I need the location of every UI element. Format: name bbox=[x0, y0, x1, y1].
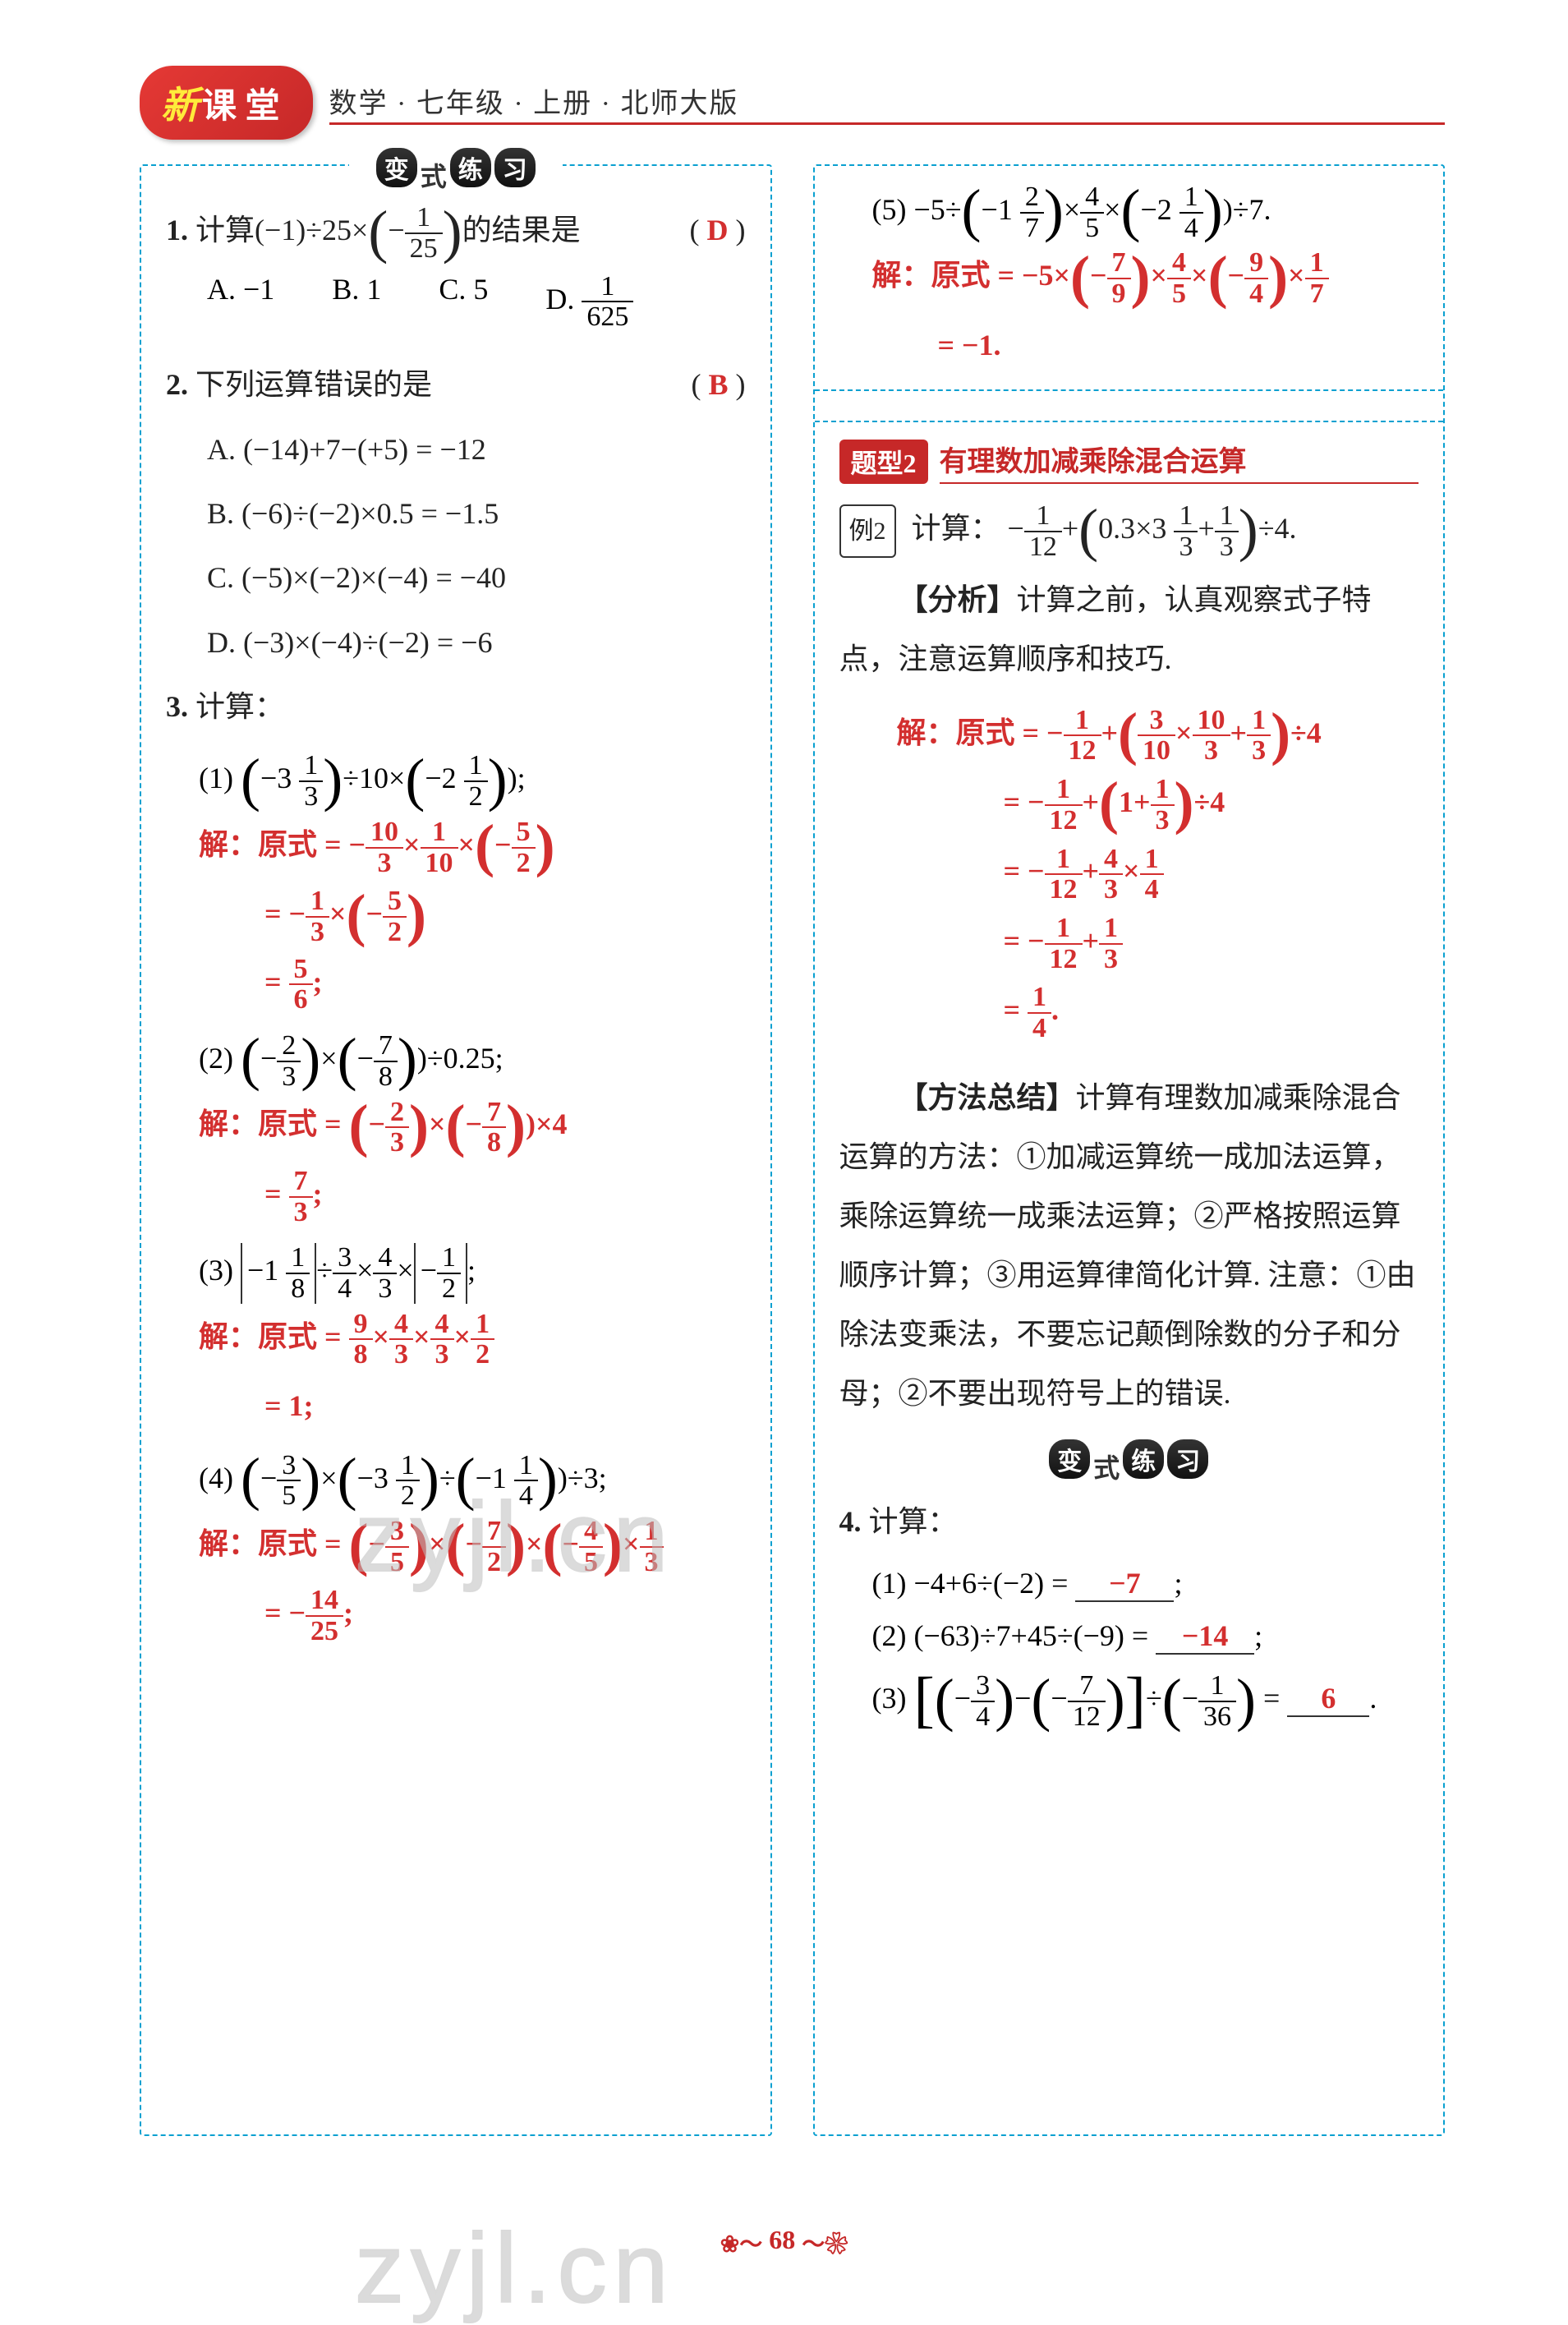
q3-p4-solution: 解：原式 = (−35)×(−72)×(−45)×13 bbox=[199, 1516, 746, 1577]
q4-p1-answer: −7 bbox=[1109, 1567, 1141, 1600]
q3-part5: (5) −5÷(−1 27)×45×(−2 14))÷7. bbox=[872, 182, 1419, 242]
header-underline bbox=[329, 122, 1445, 125]
example-badge: 例2 bbox=[839, 504, 896, 558]
page-header: 新 课 堂 数学 · 七年级 · 上册 · 北师大版 bbox=[140, 66, 1445, 140]
question-4: 4. 计算： bbox=[839, 1494, 1419, 1549]
question-1: 1. 计算(−1)÷25×(−125)的结果是 ( D ) bbox=[166, 202, 746, 263]
analysis: 【分析】计算之前，认真观察式子特点，注意运算顺序和技巧. bbox=[839, 570, 1419, 688]
question-2: 2. 下列运算错误的是 ( B ) bbox=[166, 357, 746, 412]
q4-part1: (1) −4+6÷(−2) = −7; bbox=[872, 1566, 1419, 1602]
q4-part3: (3) [(−34)−(−712)]÷(−136) = 6. bbox=[872, 1671, 1419, 1731]
q4-p2-answer: −14 bbox=[1182, 1619, 1229, 1652]
q3-p1-solution: 解：原式 = −103×110×(−52) bbox=[199, 817, 746, 877]
page-number: ❀〜 68 〜❀ bbox=[720, 2225, 848, 2259]
q3-part4: (4) (−35)×(−3 12)÷(−1 14))÷3; bbox=[199, 1451, 746, 1511]
topic-bar: 题型2 有理数加减乘除混合运算 bbox=[839, 439, 1419, 484]
two-column-layout: 变 式 练 习 1. 计算(−1)÷25×(−125)的结果是 ( D ) A.… bbox=[140, 164, 1445, 2136]
q3-p3-solution: 解：原式 = 98×43×43×12 bbox=[199, 1309, 746, 1370]
q3-p5-solution: 解：原式 = −5×(−79)×45×(−94)×17 bbox=[872, 247, 1419, 308]
variant-heading: 变 式 练 习 bbox=[349, 148, 563, 194]
q1-answer: D bbox=[707, 214, 729, 246]
q4-part2: (2) (−63)÷7+45÷(−9) = −14; bbox=[872, 1618, 1419, 1655]
box-separator bbox=[815, 389, 1444, 422]
header-subtitle: 数学 · 七年级 · 上册 · 北师大版 bbox=[329, 81, 1445, 121]
q1-choices: A. −1 B. 1 C. 5 D. 1625 bbox=[207, 272, 746, 332]
watermark: zyjl.cn bbox=[355, 2212, 674, 2325]
badge-chars-ketang: 课 堂 bbox=[202, 78, 280, 128]
q3-p2-solution: 解：原式 = (−23)×(−78))×4 bbox=[199, 1096, 746, 1157]
deco-left-icon: ❀〜 bbox=[720, 2226, 762, 2259]
topic-title: 有理数加减乘除混合运算 bbox=[940, 439, 1419, 484]
left-column: 变 式 练 习 1. 计算(−1)÷25×(−125)的结果是 ( D ) A.… bbox=[140, 164, 772, 2136]
series-badge: 新 课 堂 bbox=[140, 66, 313, 140]
q4-p3-answer: 6 bbox=[1321, 1682, 1336, 1715]
example2-solution: 解：原式 = −112+(310×103+13)÷4 bbox=[897, 705, 1419, 766]
variant-heading-2: 变 式 练 习 bbox=[1022, 1439, 1235, 1485]
method-summary: 【方法总结】计算有理数加减乘除混合运算的方法：①加减运算统一成加法运算，乘除运算… bbox=[839, 1068, 1419, 1423]
example-2: 例2 计算： −112+(0.3×3 13+13)÷4. bbox=[839, 500, 1419, 561]
right-column: (5) −5÷(−1 27)×45×(−2 14))÷7. 解：原式 = −5×… bbox=[813, 164, 1446, 2136]
q2-answer: B bbox=[708, 368, 728, 401]
badge-char-xin: 新 bbox=[161, 76, 199, 130]
q3-part3: (3) −1 18÷34×43×−12; bbox=[199, 1243, 746, 1303]
deco-right-icon: 〜❀ bbox=[802, 2226, 848, 2259]
question-3: 3. 计算： bbox=[166, 679, 746, 734]
q3-part2: (2) (−23)×(−78))÷0.25; bbox=[199, 1031, 746, 1091]
topic-badge: 题型2 bbox=[839, 440, 928, 484]
q3-part1: (1) (−3 13)÷10×(−2 12)); bbox=[199, 751, 746, 811]
